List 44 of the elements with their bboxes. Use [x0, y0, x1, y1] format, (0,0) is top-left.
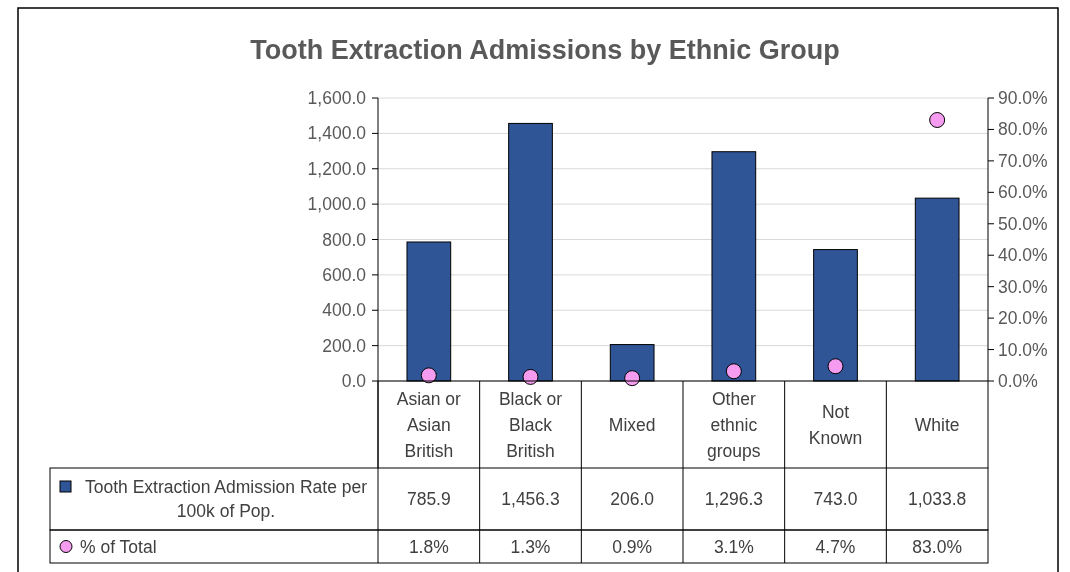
y2-tick-label: 10.0% — [998, 339, 1048, 360]
y-tick-label: 600.0 — [322, 264, 367, 285]
x-tick-label: Mixed — [608, 414, 656, 435]
data-label: 1,033.8 — [907, 489, 967, 509]
y-tick-label: 1,400.0 — [307, 123, 367, 144]
data-label: 0.9% — [612, 536, 653, 557]
point — [929, 112, 946, 129]
y2-tick-label: 80.0% — [998, 119, 1048, 140]
y2-tick-label: 30.0% — [998, 276, 1048, 297]
y2-tick-label: 60.0% — [998, 182, 1048, 203]
data-label: 3.1% — [713, 536, 754, 557]
x-tick-label: White — [914, 414, 960, 435]
y-tick-label: 1,200.0 — [307, 158, 367, 179]
y2-tick-label: 90.0% — [998, 88, 1048, 108]
x-tick-label: Asian or Asian British — [396, 388, 462, 461]
y2-tick-label: 0.0% — [998, 371, 1038, 391]
y-tick-label: 0.0 — [341, 371, 367, 391]
point — [827, 358, 844, 375]
legend-label: % of Total — [80, 536, 157, 557]
x-tick-label: Not Known — [808, 401, 863, 448]
data-label: 1,296.3 — [704, 489, 764, 509]
point — [725, 363, 742, 380]
y2-tick-label: 50.0% — [998, 213, 1048, 234]
data-label: 1,456.3 — [501, 489, 560, 509]
y2-tick-label: 40.0% — [998, 245, 1048, 266]
data-label: 206.0 — [610, 489, 655, 509]
legend-label: Tooth Extraction Admission Rate per 100k of Pop. — [84, 477, 368, 521]
y-tick-label: 800.0 — [322, 229, 367, 250]
data-label: 785.9 — [406, 489, 451, 509]
y-tick-label: 200.0 — [322, 335, 367, 356]
y2-tick-label: 20.0% — [998, 308, 1048, 329]
data-label: 743.0 — [813, 489, 858, 509]
chart-title: Tooth Extraction Admissions by Ethnic Group — [250, 35, 840, 65]
data-label: 83.0% — [912, 536, 962, 557]
data-label: 1.8% — [408, 536, 449, 557]
x-tick-label: Other ethnic groups — [707, 388, 761, 461]
y-tick-label: 1,000.0 — [307, 194, 367, 215]
y-tick-label: 400.0 — [322, 300, 367, 321]
point — [420, 367, 437, 384]
data-label: 4.7% — [815, 536, 856, 557]
y2-tick-label: 70.0% — [998, 150, 1048, 171]
data-label: 1.3% — [510, 536, 551, 557]
y-tick-label: 1,600.0 — [307, 88, 367, 108]
x-tick-label: Black or Black British — [498, 388, 563, 461]
